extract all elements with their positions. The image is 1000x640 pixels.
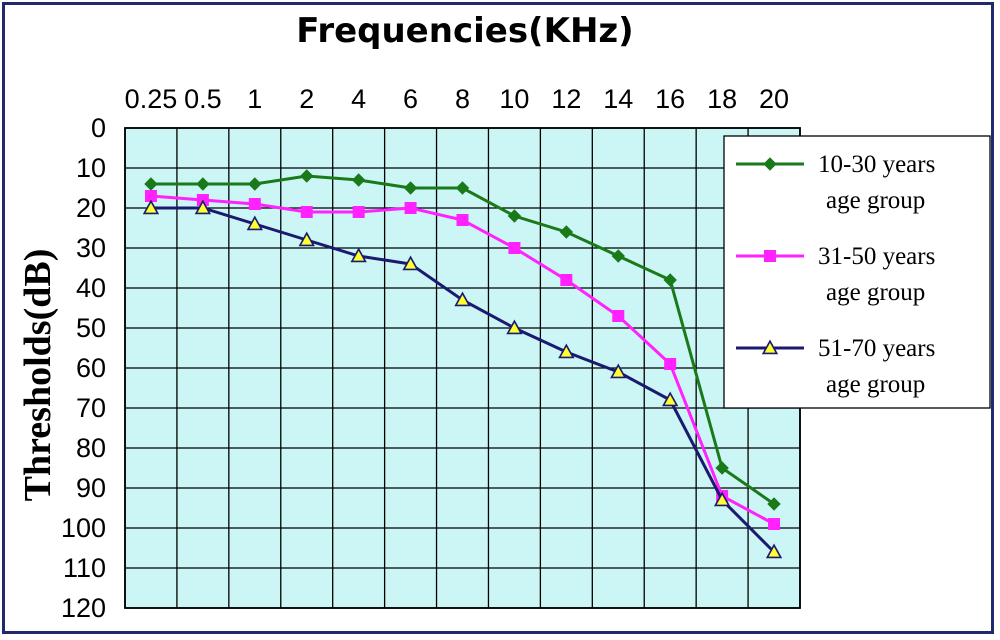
y-tick-label: 110 xyxy=(63,553,106,583)
y-tick-label: 50 xyxy=(76,313,106,343)
legend-label-line2: age group xyxy=(826,187,925,214)
x-tick-label: 1 xyxy=(247,84,262,114)
legend-swatch-marker xyxy=(761,339,779,355)
x-tick-label: 14 xyxy=(603,84,633,114)
data-point-series-2 xyxy=(664,358,677,370)
x-tick-label: 20 xyxy=(759,84,789,114)
x-tick-label: 4 xyxy=(351,84,366,114)
legend-label: 10-30 years xyxy=(818,151,935,178)
data-point-series-3 xyxy=(610,363,627,379)
y-tick-label: 30 xyxy=(76,233,106,263)
x-tick-label: 0.25 xyxy=(125,84,178,114)
data-point-series-2 xyxy=(352,206,365,218)
data-point-series-1 xyxy=(611,249,625,263)
data-point-series-3 xyxy=(298,231,315,247)
data-point-series-3 xyxy=(454,291,471,307)
y-tick-label: 40 xyxy=(76,273,106,303)
data-point-series-1 xyxy=(196,177,210,191)
data-point-series-3 xyxy=(713,491,731,507)
x-tick-label: 12 xyxy=(551,84,581,114)
x-tick-label: 6 xyxy=(403,84,418,114)
x-tick-label: 10 xyxy=(499,84,529,114)
data-point-series-3 xyxy=(662,391,679,407)
y-tick-label: 10 xyxy=(76,153,106,183)
legend-label: 51-70 years xyxy=(818,335,935,362)
chart-title: Frequencies(KHz) xyxy=(296,11,633,51)
data-point-series-1 xyxy=(455,181,470,195)
x-tick-label: 2 xyxy=(299,84,314,114)
x-tick-label: 18 xyxy=(707,84,737,114)
data-point-series-1 xyxy=(663,273,677,287)
y-tick-label: 0 xyxy=(91,113,106,143)
data-point-series-3 xyxy=(402,255,419,271)
y-tick-label: 60 xyxy=(76,353,106,383)
data-point-series-2 xyxy=(300,206,313,218)
data-point-series-1 xyxy=(403,181,418,195)
x-tick-label: 0.5 xyxy=(184,84,222,114)
y-tick-label: 80 xyxy=(76,433,106,463)
data-point-series-1 xyxy=(767,497,781,511)
legend-label: 31-50 years xyxy=(818,243,935,270)
y-tick-label: 70 xyxy=(76,393,106,423)
data-point-series-3 xyxy=(765,543,783,559)
data-point-series-2 xyxy=(768,518,781,530)
legend-swatch-marker xyxy=(763,157,777,171)
x-tick-label: 8 xyxy=(455,84,470,114)
y-tick-label: 120 xyxy=(61,593,106,623)
data-point-series-2 xyxy=(404,202,417,214)
y-axis-label: Thresholds(dB) xyxy=(17,249,59,502)
y-tick-label: 90 xyxy=(76,473,106,503)
data-point-series-1 xyxy=(559,225,574,239)
data-point-series-2 xyxy=(560,274,573,286)
legend: 10-30 years age group 31-50 years age group… xyxy=(723,135,991,409)
data-point-series-2 xyxy=(144,190,157,202)
y-tick-label: 20 xyxy=(76,193,106,223)
legend-label-line2: age group xyxy=(826,371,925,398)
legend-box xyxy=(723,135,991,409)
data-point-series-3 xyxy=(506,319,523,335)
legend-swatch-marker xyxy=(764,250,776,262)
y-tick-label: 100 xyxy=(61,513,106,543)
legend-label-line2: age group xyxy=(826,279,925,306)
data-point-series-1 xyxy=(507,209,522,223)
data-point-series-2 xyxy=(456,214,469,226)
data-point-series-2 xyxy=(508,242,521,254)
data-point-series-1 xyxy=(715,461,729,475)
data-point-series-1 xyxy=(248,177,262,191)
data-point-series-3 xyxy=(350,247,367,263)
data-point-series-3 xyxy=(246,215,263,231)
data-point-series-2 xyxy=(248,198,261,210)
data-point-series-2 xyxy=(612,310,625,322)
data-point-series-3 xyxy=(142,199,160,215)
data-point-series-1 xyxy=(300,169,314,183)
data-point-series-1 xyxy=(351,173,366,187)
data-point-series-3 xyxy=(194,199,212,215)
data-point-series-3 xyxy=(558,343,575,359)
x-tick-label: 16 xyxy=(655,84,685,114)
